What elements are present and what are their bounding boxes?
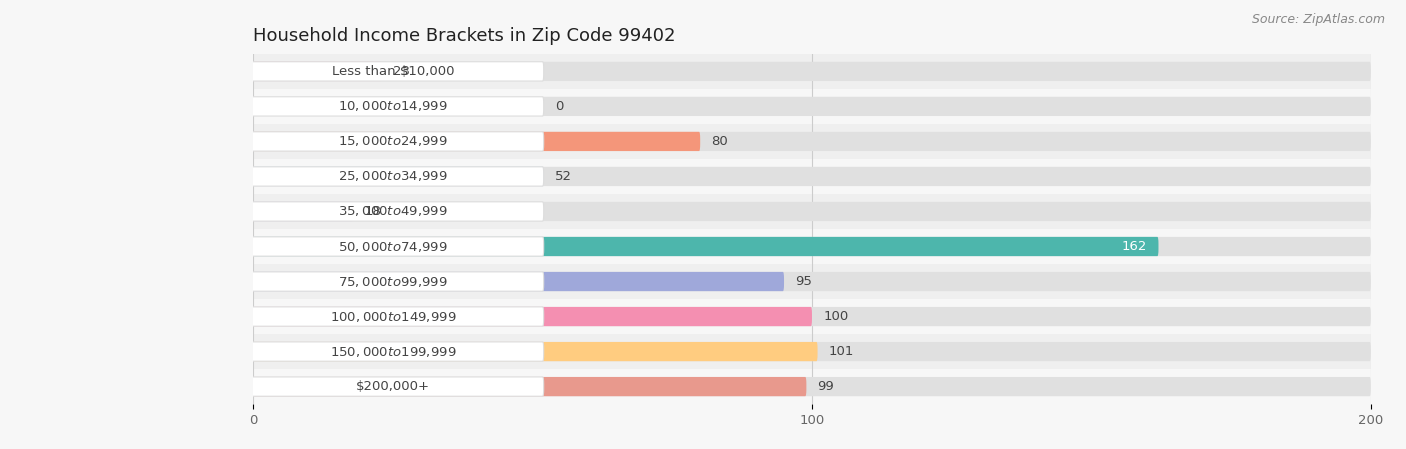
FancyBboxPatch shape [253,307,1371,326]
FancyBboxPatch shape [253,377,807,396]
Text: $15,000 to $24,999: $15,000 to $24,999 [337,134,447,149]
FancyBboxPatch shape [253,229,1371,264]
Text: $50,000 to $74,999: $50,000 to $74,999 [337,239,447,254]
FancyBboxPatch shape [247,342,544,361]
FancyBboxPatch shape [253,89,1371,124]
Text: 52: 52 [555,170,572,183]
FancyBboxPatch shape [253,202,1371,221]
FancyBboxPatch shape [253,334,1371,369]
Text: $10,000 to $14,999: $10,000 to $14,999 [337,99,447,114]
FancyBboxPatch shape [247,167,544,186]
Text: $35,000 to $49,999: $35,000 to $49,999 [337,204,447,219]
Text: 162: 162 [1122,240,1147,253]
FancyBboxPatch shape [247,307,544,326]
FancyBboxPatch shape [253,377,1371,396]
Text: $150,000 to $199,999: $150,000 to $199,999 [329,344,456,359]
Text: $200,000+: $200,000+ [356,380,430,393]
FancyBboxPatch shape [253,369,1371,404]
FancyBboxPatch shape [253,62,381,81]
FancyBboxPatch shape [253,159,1371,194]
Text: 0: 0 [555,100,564,113]
FancyBboxPatch shape [247,377,544,396]
FancyBboxPatch shape [253,272,1371,291]
Text: $100,000 to $149,999: $100,000 to $149,999 [329,309,456,324]
FancyBboxPatch shape [247,132,544,151]
FancyBboxPatch shape [253,342,817,361]
FancyBboxPatch shape [253,124,1371,159]
FancyBboxPatch shape [253,194,1371,229]
Text: 99: 99 [817,380,834,393]
Text: 101: 101 [828,345,853,358]
FancyBboxPatch shape [253,237,1371,256]
FancyBboxPatch shape [247,62,544,81]
FancyBboxPatch shape [253,342,1371,361]
Text: 18: 18 [366,205,382,218]
FancyBboxPatch shape [253,307,813,326]
Text: 80: 80 [711,135,728,148]
FancyBboxPatch shape [253,167,1371,186]
FancyBboxPatch shape [253,272,785,291]
FancyBboxPatch shape [253,299,1371,334]
Text: 23: 23 [392,65,409,78]
Text: Source: ZipAtlas.com: Source: ZipAtlas.com [1251,13,1385,26]
FancyBboxPatch shape [253,132,700,151]
FancyBboxPatch shape [253,264,1371,299]
FancyBboxPatch shape [253,97,1371,116]
Text: $25,000 to $34,999: $25,000 to $34,999 [337,169,447,184]
Text: Household Income Brackets in Zip Code 99402: Household Income Brackets in Zip Code 99… [253,27,675,45]
FancyBboxPatch shape [253,237,1159,256]
FancyBboxPatch shape [247,272,544,291]
Text: 95: 95 [796,275,813,288]
FancyBboxPatch shape [253,132,1371,151]
FancyBboxPatch shape [247,202,544,221]
Text: 100: 100 [823,310,848,323]
FancyBboxPatch shape [253,54,1371,89]
FancyBboxPatch shape [253,62,1371,81]
FancyBboxPatch shape [253,167,544,186]
FancyBboxPatch shape [247,237,544,256]
FancyBboxPatch shape [247,97,544,116]
Text: $75,000 to $99,999: $75,000 to $99,999 [337,274,447,289]
Text: Less than $10,000: Less than $10,000 [332,65,454,78]
FancyBboxPatch shape [253,202,354,221]
